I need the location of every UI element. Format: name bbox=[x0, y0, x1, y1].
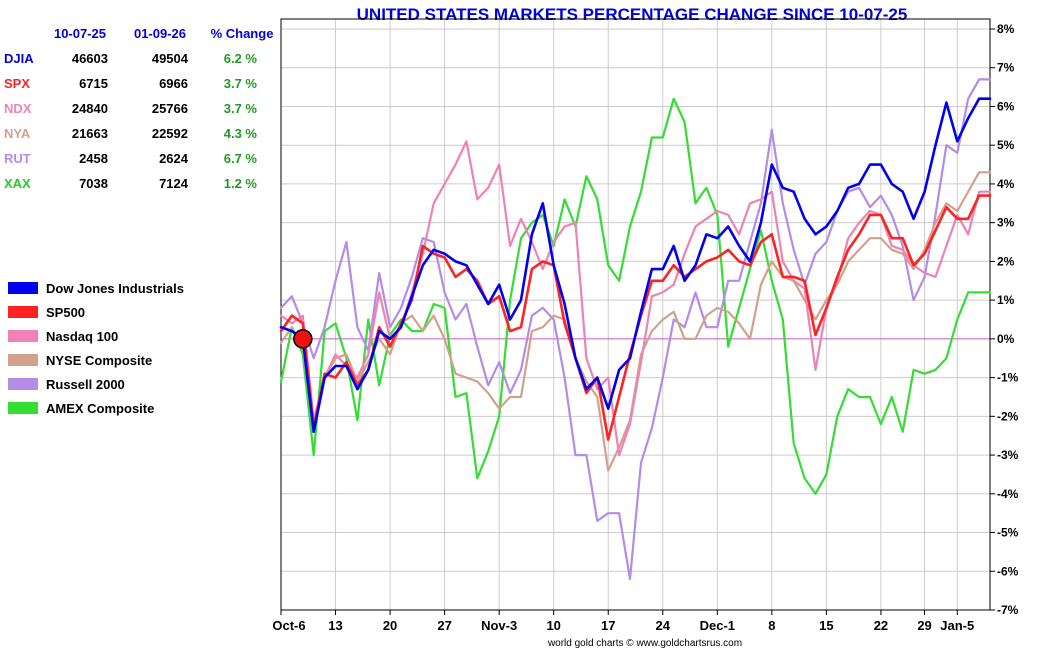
table-start-value: 2458 bbox=[79, 151, 108, 166]
y-tick-label: 5% bbox=[997, 138, 1015, 152]
x-tick-label: 24 bbox=[656, 618, 671, 633]
x-tick-label: 10 bbox=[546, 618, 560, 633]
y-tick-label: 8% bbox=[997, 22, 1015, 36]
table-header: 10-07-25 bbox=[54, 26, 106, 41]
y-tick-label: 1% bbox=[997, 293, 1015, 307]
x-tick-label: 8 bbox=[768, 618, 775, 633]
y-tick-label: -1% bbox=[997, 371, 1019, 385]
table-header: % Change bbox=[211, 26, 274, 41]
chart-footer: world gold charts © www.goldchartsrus.co… bbox=[547, 638, 742, 649]
table-start-value: 6715 bbox=[79, 76, 108, 91]
legend-label: Nasdaq 100 bbox=[46, 329, 118, 344]
y-tick-label: 4% bbox=[997, 177, 1015, 191]
series-line-nasdaq-100 bbox=[279, 140, 992, 457]
table-symbol: XAX bbox=[4, 176, 31, 191]
y-tick-label: 3% bbox=[997, 216, 1015, 230]
y-tick-label: -6% bbox=[997, 564, 1019, 578]
y-tick-label: -4% bbox=[997, 487, 1019, 501]
series-line-nyse-composite bbox=[279, 171, 992, 472]
x-tick-label: 13 bbox=[328, 618, 342, 633]
table-percent-change: 3.7 % bbox=[224, 101, 258, 116]
x-tick-label: Nov-3 bbox=[481, 618, 517, 633]
y-tick-label: -3% bbox=[997, 448, 1019, 462]
x-tick-label: 20 bbox=[383, 618, 397, 633]
table-symbol: DJIA bbox=[4, 51, 34, 66]
table-symbol: NYA bbox=[4, 126, 31, 141]
y-tick-label: 2% bbox=[997, 254, 1015, 268]
table-end-value: 25766 bbox=[152, 101, 188, 116]
table-end-value: 7124 bbox=[159, 176, 189, 191]
legend: Dow Jones Industrials SP500 Nasdaq 100 NYSE… bbox=[8, 281, 184, 416]
table-symbol: NDX bbox=[4, 101, 32, 116]
table-percent-change: 4.3 % bbox=[224, 126, 258, 141]
table-percent-change: 6.7 % bbox=[224, 151, 258, 166]
legend-swatch bbox=[8, 354, 38, 366]
legend-swatch bbox=[8, 402, 38, 414]
y-tick-label: -2% bbox=[997, 409, 1019, 423]
x-tick-label: 27 bbox=[437, 618, 451, 633]
x-tick-label: 15 bbox=[819, 618, 833, 633]
y-tick-label: 0% bbox=[997, 332, 1015, 346]
x-tick-label: 29 bbox=[917, 618, 931, 633]
table-percent-change: 1.2 % bbox=[224, 176, 258, 191]
series-lines bbox=[279, 78, 992, 581]
table-symbol: RUT bbox=[4, 151, 31, 166]
base-date-marker bbox=[293, 329, 313, 349]
x-tick-label: 22 bbox=[874, 618, 888, 633]
table-start-value: 24840 bbox=[72, 101, 108, 116]
y-tick-label: 7% bbox=[997, 61, 1015, 75]
legend-label: Dow Jones Industrials bbox=[46, 281, 184, 296]
table-start-value: 21663 bbox=[72, 126, 108, 141]
legend-label: AMEX Composite bbox=[46, 401, 154, 416]
summary-table: 10-07-25 01-09-26 % Change DJIA 46603 49504 6.… bbox=[4, 26, 273, 191]
base-marker bbox=[293, 329, 313, 349]
y-tick-label: -5% bbox=[997, 526, 1019, 540]
table-percent-change: 6.2 % bbox=[224, 51, 258, 66]
legend-label: SP500 bbox=[46, 305, 85, 320]
table-end-value: 2624 bbox=[159, 151, 189, 166]
y-axis: 8% 7% 6% 5% 4% 3% 2% 1% 0% -1% -2% -3% -4% -5% -6% -7% bbox=[990, 22, 1019, 617]
table-end-value: 6966 bbox=[159, 76, 188, 91]
table-symbol: SPX bbox=[4, 76, 30, 91]
y-tick-label: 6% bbox=[997, 99, 1015, 113]
series-line-russell-2000 bbox=[279, 78, 992, 581]
legend-label: Russell 2000 bbox=[46, 377, 125, 392]
y-tick-label: -7% bbox=[997, 603, 1019, 617]
table-start-value: 7038 bbox=[79, 176, 108, 191]
table-end-value: 49504 bbox=[152, 51, 189, 66]
legend-swatch bbox=[8, 378, 38, 390]
table-header: 01-09-26 bbox=[134, 26, 186, 41]
table-start-value: 46603 bbox=[72, 51, 108, 66]
x-axis: Oct-6 13 20 27 Nov-3 10 17 24 Dec-1 8 15 22 29 Jan-5 bbox=[272, 610, 974, 633]
series-line-dow-jones-industrials bbox=[279, 97, 992, 434]
chart-title: UNITED STATES MARKETS PERCENTAGE CHANGE … bbox=[357, 5, 908, 24]
legend-swatch bbox=[8, 282, 38, 294]
x-tick-label: Jan-5 bbox=[940, 618, 974, 633]
legend-swatch bbox=[8, 306, 38, 318]
x-tick-label: Dec-1 bbox=[700, 618, 735, 633]
legend-label: NYSE Composite bbox=[46, 353, 152, 368]
series-line-amex-composite bbox=[279, 97, 992, 495]
x-tick-label: Oct-6 bbox=[272, 618, 305, 633]
table-percent-change: 3.7 % bbox=[224, 76, 258, 91]
x-tick-label: 17 bbox=[601, 618, 615, 633]
table-end-value: 22592 bbox=[152, 126, 188, 141]
legend-swatch bbox=[8, 330, 38, 342]
